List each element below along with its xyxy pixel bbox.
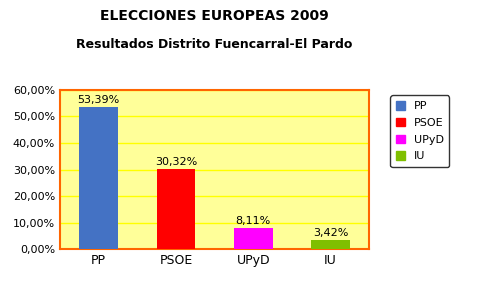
- Text: 3,42%: 3,42%: [313, 228, 348, 238]
- Text: 30,32%: 30,32%: [155, 157, 197, 167]
- Bar: [79, 108, 118, 249]
- Text: Resultados Distrito Fuencarral-El Pardo: Resultados Distrito Fuencarral-El Pardo: [76, 38, 353, 51]
- Text: ELECCIONES EUROPEAS 2009: ELECCIONES EUROPEAS 2009: [100, 9, 329, 23]
- Bar: [311, 240, 350, 249]
- Text: 8,11%: 8,11%: [236, 216, 271, 226]
- Bar: [234, 228, 272, 249]
- Text: 53,39%: 53,39%: [77, 95, 120, 105]
- Legend: PP, PSOE, UPyD, IU: PP, PSOE, UPyD, IU: [390, 95, 449, 167]
- Bar: [157, 169, 195, 249]
